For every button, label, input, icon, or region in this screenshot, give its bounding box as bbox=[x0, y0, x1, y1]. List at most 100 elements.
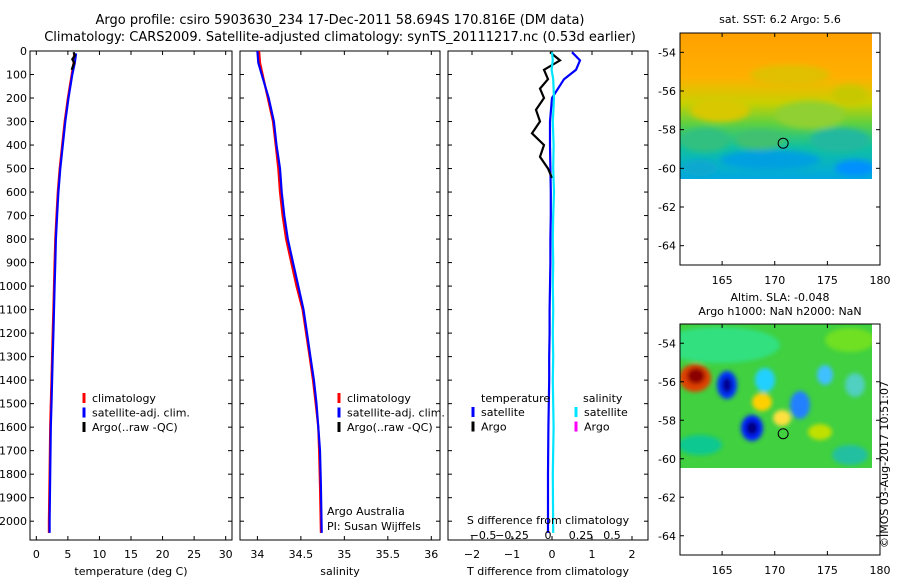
series-line-climatology bbox=[47, 53, 76, 533]
salinity-diff-tick-label: −0.5 bbox=[470, 529, 497, 542]
diff-salinity-legend-label: satellite bbox=[584, 406, 628, 419]
y-tick-label: 1300 bbox=[0, 351, 27, 364]
salinity-annotation-line1: Argo Australia bbox=[327, 505, 405, 518]
x-tick-label: 30 bbox=[219, 548, 233, 561]
sla-map-title-line2: Argo h1000: NaN h2000: NaN bbox=[698, 305, 862, 318]
salinity-diff-tick-label: 0 bbox=[545, 529, 552, 542]
temperature-x-axis-label: temperature (deg C) bbox=[74, 565, 187, 578]
x-tick-label: 34.5 bbox=[289, 548, 314, 561]
y-tick-label: 1200 bbox=[0, 327, 27, 340]
y-tick-label: 1500 bbox=[0, 398, 27, 411]
map-x-tick-label: 165 bbox=[712, 274, 733, 287]
map-y-tick-label: -58 bbox=[658, 414, 676, 427]
y-tick-label: 1900 bbox=[0, 492, 27, 505]
salinity-diff-axis-label: S difference from climatology bbox=[467, 514, 630, 527]
sst-map-image bbox=[680, 33, 872, 179]
y-tick-label: 1600 bbox=[0, 421, 27, 434]
temperature-legend-label: climatology bbox=[92, 392, 156, 405]
difference-panel: −2 −1 0 1 2 −0.5−0.25 0 0.25 0.5 S difference fro… bbox=[447, 50, 649, 578]
map-y-tick-label: -64 bbox=[658, 240, 676, 253]
temperature-legend-label: Argo(..raw -QC) bbox=[92, 421, 178, 434]
x-tick-label: −1 bbox=[504, 548, 520, 561]
x-tick-label: 35.5 bbox=[376, 548, 401, 561]
y-tick-label: 700 bbox=[6, 210, 27, 223]
diff-salinity-legend-label: Argo bbox=[584, 421, 610, 434]
series-line-climatology bbox=[258, 50, 322, 533]
x-tick-label: 0 bbox=[549, 548, 556, 561]
sst-map-box bbox=[679, 32, 881, 266]
sst-map-axes: 165 170 175 180 -54 -56 -58 -60 -62 -64 bbox=[658, 32, 891, 287]
diff-legend-header-salinity: salinity bbox=[583, 392, 623, 405]
y-tick-label: 400 bbox=[6, 139, 27, 152]
y-tick-label: 900 bbox=[6, 257, 27, 270]
series-line-satelliteadjclim bbox=[256, 50, 323, 533]
y-tick-label: 200 bbox=[6, 92, 27, 105]
y-tick-label: 500 bbox=[6, 163, 27, 176]
argo-position-marker bbox=[777, 137, 789, 149]
map-x-tick-label: 170 bbox=[764, 274, 785, 287]
x-tick-label: 35 bbox=[337, 548, 351, 561]
series-line-temperatureargo bbox=[530, 51, 562, 179]
x-tick-label: 36 bbox=[424, 548, 438, 561]
series-line-satelliteadjclim bbox=[48, 53, 78, 533]
map-y-tick-label: -60 bbox=[658, 162, 676, 175]
salinity-diff-tick-label: −0.25 bbox=[495, 529, 529, 542]
map-y-tick-label: -54 bbox=[658, 46, 676, 59]
salinity-legend-label: satellite-adj. clim. bbox=[347, 407, 445, 420]
salinity-diff-tick-label: 0.5 bbox=[603, 529, 621, 542]
diff-legend-header-temperature: temperature bbox=[481, 392, 550, 405]
x-tick-label: 5 bbox=[64, 548, 71, 561]
map-y-tick-label: -54 bbox=[658, 337, 676, 350]
y-tick-label: 1000 bbox=[0, 280, 27, 293]
x-tick-label: 20 bbox=[156, 548, 170, 561]
salinity-legend-label: Argo(..raw -QC) bbox=[347, 421, 433, 434]
argo-position-marker bbox=[777, 428, 789, 440]
y-tick-label: 1700 bbox=[0, 445, 27, 458]
x-tick-label: 2 bbox=[629, 548, 636, 561]
sla-map-title-line1: Altim. SLA: -0.048 bbox=[730, 291, 830, 304]
map-x-tick-label: 170 bbox=[764, 564, 785, 577]
sla-map-box bbox=[679, 323, 881, 556]
x-tick-label: 0 bbox=[33, 548, 40, 561]
salinity-legend-label: climatology bbox=[347, 392, 411, 405]
y-tick-label: 100 bbox=[6, 69, 27, 82]
series-line-temperaturesatellite bbox=[546, 51, 582, 533]
salinity-axes-box bbox=[239, 50, 441, 541]
map-y-tick-label: -64 bbox=[658, 530, 676, 543]
y-tick-label: 300 bbox=[6, 116, 27, 129]
series-line-argorawqc bbox=[70, 51, 77, 71]
series-line-salinitysatellite bbox=[550, 52, 556, 533]
x-tick-label: 15 bbox=[124, 548, 138, 561]
map-x-tick-label: 175 bbox=[817, 274, 838, 287]
map-x-tick-label: 165 bbox=[712, 564, 733, 577]
map-y-tick-label: -56 bbox=[658, 376, 676, 389]
figure-title-line2: Climatology: CARS2009. Satellite-adjuste… bbox=[44, 30, 636, 45]
map-x-tick-label: 175 bbox=[817, 564, 838, 577]
x-tick-label: −2 bbox=[464, 548, 480, 561]
y-tick-label: 600 bbox=[6, 186, 27, 199]
temperature-panel: 0 5 10 15 20 25 300100200300400500600700800900… bbox=[0, 45, 233, 578]
map-y-tick-label: -58 bbox=[658, 124, 676, 137]
y-tick-label: 0 bbox=[20, 45, 27, 58]
sla-map-image bbox=[680, 324, 872, 468]
y-tick-label: 800 bbox=[6, 233, 27, 246]
x-tick-label: 25 bbox=[187, 548, 201, 561]
y-tick-label: 2000 bbox=[0, 515, 27, 528]
x-tick-label: 10 bbox=[92, 548, 106, 561]
map-x-tick-label: 180 bbox=[870, 274, 891, 287]
map-y-tick-label: -60 bbox=[658, 453, 676, 466]
temperature-axes-box bbox=[29, 50, 233, 541]
salinity-panel: 34 34.5 35 35.5 36 salinity climatology satelli… bbox=[239, 50, 445, 578]
map-y-tick-label: -56 bbox=[658, 85, 676, 98]
salinity-annotation-line2: PI: Susan Wijffels bbox=[327, 520, 421, 533]
y-tick-label: 1400 bbox=[0, 374, 27, 387]
difference-axes-box bbox=[447, 50, 649, 541]
map-y-tick-label: -62 bbox=[658, 201, 676, 214]
salinity-diff-tick-label: 0.25 bbox=[569, 529, 594, 542]
temperature-diff-axis-label: T difference from climatology bbox=[466, 565, 629, 578]
diff-temperature-legend-label: Argo bbox=[481, 421, 507, 434]
diff-temperature-legend-label: satellite bbox=[481, 406, 525, 419]
sst-map-title: sat. SST: 6.2 Argo: 5.6 bbox=[719, 13, 841, 26]
sla-map-axes: 165 170 175 180 -54 -56 -58 -60 -62 -64 bbox=[658, 323, 891, 577]
